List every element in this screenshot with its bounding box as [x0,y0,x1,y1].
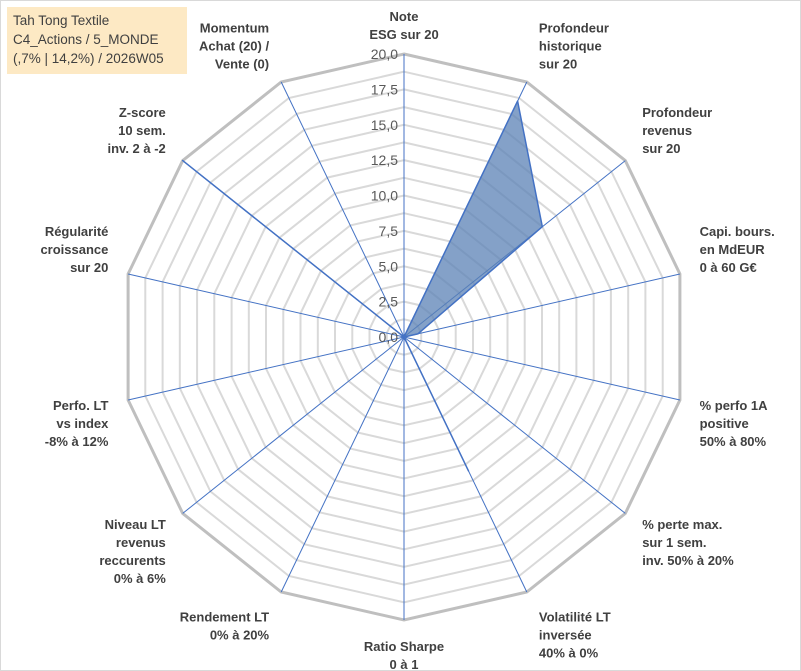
radar-spoke [280,336,405,593]
radar-axis-label-line: Ratio Sharpe [364,639,444,654]
radar-axis-label: Momentum Achat (20) / Vente (0) [199,20,269,71]
radar-axis-label-line: Profondeur [539,20,609,35]
radar-axis-label-line: inversée [539,628,592,643]
header-line-1: Tah Tong Textile [13,13,110,28]
radar-tick-label: 0,0 [379,329,399,345]
radar-axis-label: Profondeur historique sur 20 [539,20,609,71]
radar-axis-label-line: Rendement LT [180,610,269,625]
radar-tick-label: 2,5 [379,294,399,310]
radar-axis-label-line: croissance [40,242,108,257]
chart-header-box: Tah Tong Textile C4_Actions / 5_MONDE (,… [7,7,187,74]
radar-axis-label-line: -8% à 12% [45,434,109,449]
radar-tick-label: 15,0 [371,117,398,133]
radar-tick-label: 10,0 [371,188,398,204]
radar-tick-label: 20,0 [371,46,398,62]
radar-axis-label: Régularité croissance sur 20 [40,224,108,275]
radar-axis-label-line: 40% à 0% [539,646,599,661]
radar-axis-label-line: vs index [56,416,109,431]
radar-axis-label: Note ESG sur 20 [369,9,438,42]
radar-axis-label-line: sur 1 sem. [642,535,706,550]
radar-axis-label-line: 0% à 20% [210,628,270,643]
radar-axis-label-line: Capi. bours. [700,224,775,239]
radar-axis-label-line: % perte max. [642,517,722,532]
radar-tick-labels: 0,0 2,5 5,0 7,5 10,0 12,5 15,0 17,5 20,0 [371,46,398,345]
radar-axis-label-line: Achat (20) / [199,38,269,53]
radar-axis-label: Profondeur revenus sur 20 [642,105,712,156]
radar-spoke [182,336,405,514]
radar-axis-label-line: revenus [116,535,166,550]
radar-spoke [403,336,681,401]
radar-axis-label: % perfo 1A positive 50% à 80% [700,398,769,449]
radar-axis-label-line: sur 20 [539,56,577,71]
radar-axis-label-line: 0% à 6% [114,571,166,586]
radar-spoke [280,81,405,338]
radar-axis-label: Z-score 10 sem. inv. 2 à -2 [108,105,166,156]
radar-tick-label: 12,5 [371,152,398,168]
radar-axis-label-line: reccurents [99,553,165,568]
radar-tick-label: 5,0 [379,258,399,274]
radar-axis-labels: Note ESG sur 20 Profondeur historique sur 20… [40,9,774,670]
radar-axis-label-line: revenus [642,123,692,138]
radar-axis-label-line: Perfo. LT [53,398,108,413]
radar-axis-label-line: historique [539,38,602,53]
radar-axis-label: Niveau LT revenus reccurents 0% à 6% [99,517,166,586]
radar-axis-label-line: sur 20 [642,141,680,156]
radar-axis-label-line: Régularité [45,224,109,239]
radar-axis-label: Capi. bours. en MdEUR 0 à 60 G€ [700,224,775,275]
header-line-2: C4_Actions / 5_MONDE [13,32,159,47]
radar-axis-label-line: positive [700,416,749,431]
radar-spoke [127,273,405,338]
radar-axis-label-line: Vente (0) [215,56,269,71]
radar-axis-label: Ratio Sharpe 0 à 1 [364,639,444,670]
radar-axis-label-line: en MdEUR [700,242,766,257]
radar-axis-label-line: Z-score [119,105,166,120]
radar-axis-label-line: Profondeur [642,105,712,120]
radar-axis-label: Rendement LT 0% à 20% [180,610,270,643]
radar-axis-label-line: Niveau LT [105,517,166,532]
radar-spoke [403,336,626,514]
radar-axis-label-line: 0 à 60 G€ [700,260,757,275]
radar-axis-label-line: inv. 2 à -2 [108,141,166,156]
radar-axis-label-line: ESG sur 20 [369,27,438,42]
radar-axis-label: % perte max. sur 1 sem. inv. 50% à 20% [642,517,734,568]
radar-axis-label-line: Volatilité LT [539,610,611,625]
radar-axis-label-line: Momentum [200,20,269,35]
radar-axis-label-line: 50% à 80% [700,434,767,449]
radar-axis-label-line: sur 20 [70,260,108,275]
radar-axis-label-line: 0 à 1 [390,657,419,670]
radar-tick-label: 7,5 [379,223,399,239]
radar-axis-label-line: 10 sem. [118,123,166,138]
radar-spoke [127,336,405,401]
header-line-3: (,7% | 14,2%) / 2026W05 [13,51,164,66]
radar-axis-label-line: inv. 50% à 20% [642,553,734,568]
radar-tick-label: 17,5 [371,81,398,97]
radar-series-area [181,100,544,472]
radar-axis-label-line: % perfo 1A [700,398,769,413]
radar-axis-label: Volatilité LT inversée 40% à 0% [539,610,611,661]
radar-axis-label-line: Note [390,9,419,24]
radar-axis-label: Perfo. LT vs index -8% à 12% [45,398,109,449]
radar-spoke [403,273,681,338]
